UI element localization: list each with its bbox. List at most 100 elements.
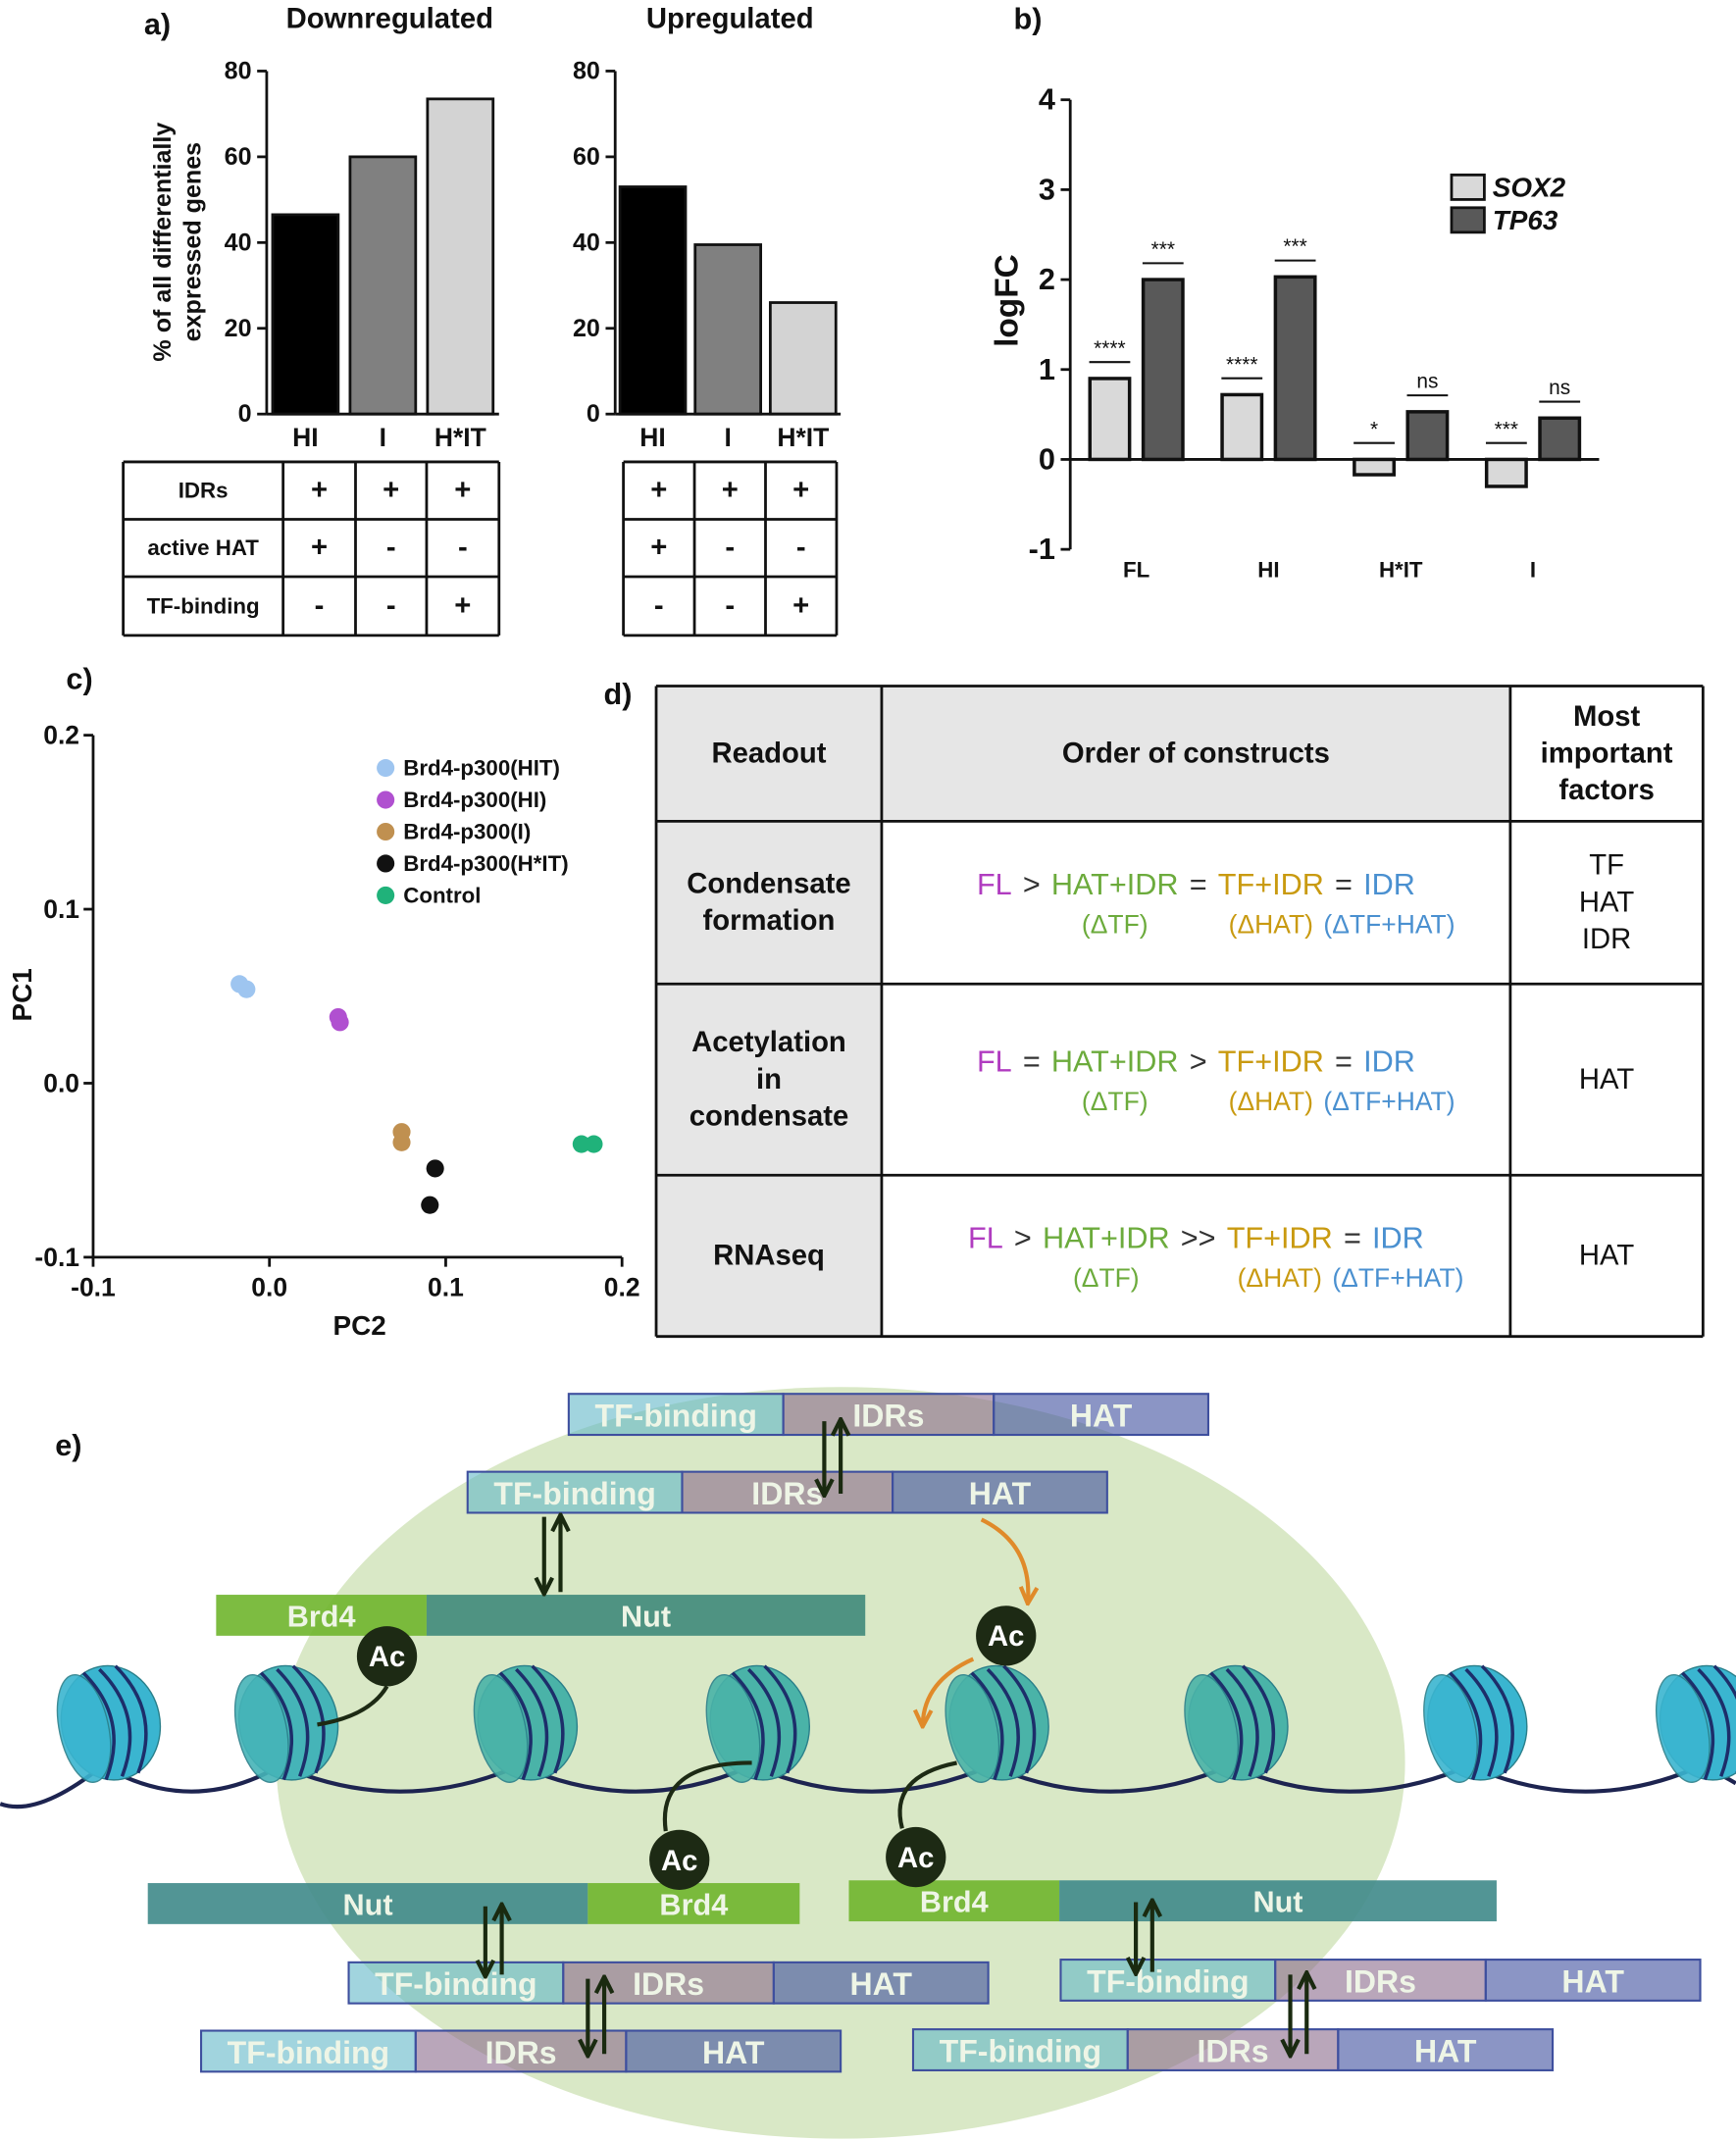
legend-label: TP63 (1493, 205, 1558, 235)
dna-wrap (291, 1664, 326, 1774)
dna-wrap (970, 1671, 1004, 1781)
ac-link (897, 1760, 957, 1829)
protein-segment (911, 2028, 1129, 2071)
protein-segment (1126, 2028, 1340, 2071)
acetyl-label: Ac (369, 1642, 405, 1673)
y-tick-label: 0.0 (43, 1068, 79, 1097)
dna-wrap (731, 1671, 765, 1781)
y-tick-label: 80 (573, 57, 600, 84)
ac-link (662, 1760, 752, 1832)
x-tick-label: I (380, 423, 386, 452)
legend-swatch (1450, 173, 1486, 201)
nucleosome (1184, 1664, 1289, 1783)
row-header: TF-binding (147, 593, 260, 618)
legend-label: Brd4-p300(HI) (403, 788, 546, 812)
dna-wrap (746, 1667, 782, 1777)
table-cell: RNAseq (713, 1240, 825, 1271)
dna-wrap (498, 1671, 533, 1781)
y-tick-label: 0.2 (43, 721, 79, 750)
chart-title: Downregulated (286, 4, 493, 35)
formula-term: TF+IDR (1218, 1045, 1324, 1079)
table-cell: - (654, 590, 664, 622)
bar (271, 213, 340, 416)
formula-term: = (1335, 1045, 1353, 1079)
point (585, 1135, 603, 1153)
acetyl-label: Ac (897, 1843, 934, 1874)
legend-label: Brd4-p300(HIT) (403, 756, 560, 781)
significance-label: *** (1283, 235, 1306, 258)
protein-segment (567, 1393, 785, 1437)
nucleosome-face (56, 1674, 112, 1783)
dna-wrap (763, 1664, 797, 1774)
y-tick-label: 20 (573, 315, 600, 342)
bar (1220, 392, 1264, 462)
dna-wrap (81, 1671, 116, 1781)
dna-wrap (1225, 1667, 1259, 1777)
nucleosome-face (1184, 1674, 1239, 1783)
y-tick-label: 0 (587, 400, 600, 428)
legend-swatch (1450, 206, 1486, 234)
point (421, 1196, 439, 1214)
segment-label: HAT (1414, 2033, 1477, 2068)
table-cell: HAT (1579, 887, 1634, 918)
formula-subscript: (ΔHAT) (1229, 1087, 1313, 1116)
dna-wrap (1480, 1664, 1514, 1774)
point (237, 980, 256, 998)
segment-label: Nut (1252, 1886, 1302, 1919)
y-tick-label: 60 (573, 143, 600, 171)
formula-term: FL (977, 1045, 1012, 1079)
bar (618, 185, 688, 416)
table-cell: + (311, 533, 328, 564)
legend-label: SOX2 (1493, 172, 1566, 202)
formula-term: HAT+IDR (1051, 1045, 1179, 1079)
legend-marker (377, 822, 395, 841)
nucleosome-face (233, 1674, 289, 1783)
protein-segment (892, 1470, 1108, 1514)
segment-label: HAT (850, 1966, 913, 2002)
segment-label: HAT (1070, 1399, 1133, 1434)
formula-subscript: (ΔHAT) (1229, 910, 1313, 940)
x-axis-label: PC2 (333, 1310, 386, 1341)
bar (1538, 416, 1582, 462)
protein-segment (466, 1470, 684, 1514)
table-cell: - (386, 533, 396, 564)
y-tick-label: 60 (225, 143, 252, 171)
bar (426, 97, 495, 416)
formula-term: > (1014, 1221, 1032, 1254)
table-cell: condensate (689, 1100, 849, 1132)
dna-wrap (1697, 1667, 1731, 1777)
y-tick-label: -0.1 (34, 1243, 79, 1272)
protein-segment (625, 2029, 842, 2073)
protein-segment (147, 1883, 588, 1924)
formula-term: HAT+IDR (1051, 868, 1179, 901)
nucleosome (1423, 1664, 1528, 1783)
segment-label: TF-binding (595, 1399, 757, 1434)
acetyl-group (976, 1605, 1037, 1666)
bar (693, 243, 763, 416)
segment-label: Brd4 (920, 1886, 989, 1919)
segment-label: Brd4 (287, 1600, 356, 1633)
bar (1405, 410, 1450, 462)
protein-segment (199, 2029, 417, 2073)
table-cell: + (383, 475, 399, 506)
table-cell: Acetylation (691, 1027, 846, 1058)
dna-wrap (515, 1667, 549, 1777)
formula-term: HAT+IDR (1043, 1221, 1170, 1254)
dna-wrap (259, 1671, 294, 1781)
y-tick-label: 80 (225, 57, 252, 84)
acetyl-label: Ac (661, 1846, 697, 1877)
formula-term: = (1190, 868, 1207, 901)
table-cell: - (386, 590, 396, 622)
bar (1141, 278, 1185, 462)
table-cell: + (311, 475, 328, 506)
protein-segment (993, 1393, 1209, 1437)
nucleosome (233, 1664, 339, 1783)
table-cell: formation (703, 905, 836, 937)
y-axis-label: logFC (990, 254, 1026, 347)
dna-wrap (986, 1667, 1020, 1777)
protein-segment (1337, 2028, 1555, 2071)
formula-term: FL (977, 868, 1012, 901)
table-cell: - (796, 533, 806, 564)
